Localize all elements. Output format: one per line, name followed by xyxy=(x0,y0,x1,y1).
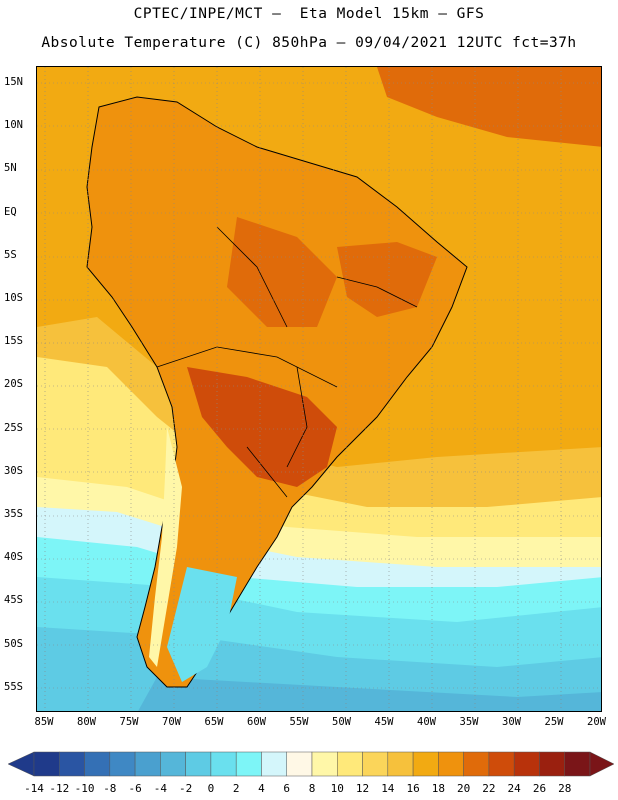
lat-label: 15N xyxy=(4,76,23,88)
colorbar-label: 14 xyxy=(381,782,395,795)
lon-label: 50W xyxy=(332,716,351,728)
lon-label: 35W xyxy=(459,716,479,728)
colorbar-swatch xyxy=(109,751,136,777)
lon-label: 30W xyxy=(502,716,521,728)
map-panel[interactable] xyxy=(36,66,602,712)
zone-minus2 xyxy=(138,677,601,711)
colorbar-arrow-right xyxy=(589,751,615,777)
colorbar-swatch xyxy=(337,751,363,777)
lon-label: 40W xyxy=(417,716,436,728)
lat-label: 40S xyxy=(4,551,23,564)
colorbar-swatch xyxy=(235,751,262,777)
colorbar-label: 12 xyxy=(355,782,370,795)
lon-label: 85W xyxy=(34,716,54,728)
lat-label: 10N xyxy=(4,119,23,132)
lat-label: 5S xyxy=(4,248,17,261)
lon-label: 25W xyxy=(544,716,564,728)
lon-label: 70W xyxy=(162,716,181,728)
lat-label: 20S xyxy=(4,378,23,391)
colorbar-label: 18 xyxy=(431,782,445,795)
lat-label: 55S xyxy=(4,680,23,693)
colorbar-swatch xyxy=(362,751,389,777)
lat-label: 45S xyxy=(4,594,23,607)
lat-label: 10S xyxy=(4,292,23,304)
colorbar-label: 8 xyxy=(308,782,316,795)
colorbar-label: -4 xyxy=(153,782,167,795)
colorbar-label: -10 xyxy=(74,782,95,795)
colorbar-swatch xyxy=(387,751,414,777)
colorbar-label: -14 xyxy=(24,782,44,795)
lon-label: 65W xyxy=(204,716,224,728)
colorbar-swatch xyxy=(33,751,60,777)
title-line-1: CPTEC/INPE/MCT – Eta Model 15km – GFS xyxy=(133,6,485,22)
colorbar-label: 10 xyxy=(330,782,344,795)
colorbar-label: -12 xyxy=(49,782,70,795)
lon-label: 45W xyxy=(374,716,394,728)
hot-core xyxy=(187,367,337,487)
lat-label: 15S xyxy=(4,335,23,348)
lon-label: 80W xyxy=(77,716,96,728)
colorbar-swatch xyxy=(59,751,85,777)
colorbar-swatch xyxy=(513,751,540,777)
hot-central xyxy=(227,217,337,327)
colorbar-swatch xyxy=(463,751,490,777)
title-line-2: Absolute Temperature (C) 850hPa – 09/04/… xyxy=(41,35,577,51)
colorbar-swatch xyxy=(84,751,111,777)
colorbar-swatch xyxy=(210,751,237,777)
lon-label: 60W xyxy=(247,716,266,728)
warm-band-north xyxy=(377,67,601,147)
lat-label: 50S xyxy=(4,637,23,650)
colorbar-label: 6 xyxy=(283,782,291,795)
colorbar-label: 16 xyxy=(406,782,420,795)
colorbar-label: -6 xyxy=(128,782,142,795)
colorbar-swatch xyxy=(539,751,565,777)
lat-label: EQ xyxy=(4,205,17,218)
colorbar-label: 20 xyxy=(457,782,471,795)
patagonia xyxy=(167,567,237,682)
colorbar-label: -8 xyxy=(103,782,117,795)
lon-label: 75W xyxy=(119,716,139,728)
colorbar-swatch xyxy=(261,751,287,777)
colorbar-label: 4 xyxy=(258,782,265,795)
colorbar-swatch xyxy=(412,751,439,777)
country-borders xyxy=(156,226,418,498)
colorbar-swatch xyxy=(134,751,161,777)
colorbar-label: 26 xyxy=(532,782,547,795)
colorbar-arrow-left xyxy=(7,751,35,777)
colorbar-swatch xyxy=(185,751,212,777)
colorbar-label: -2 xyxy=(179,782,193,795)
colorbar-swatch xyxy=(564,751,591,777)
colorbar-swatch xyxy=(438,751,464,777)
lon-label: 20W xyxy=(587,716,606,728)
colorbar-label: 2 xyxy=(232,782,240,795)
hot-north xyxy=(337,242,437,317)
lat-label: 35S xyxy=(4,508,23,520)
colorbar-label: 22 xyxy=(482,782,496,795)
colorbar-label: 28 xyxy=(558,782,572,795)
lat-label: 30S xyxy=(4,464,23,477)
colorbar-swatch xyxy=(160,751,186,777)
temperature-field-map xyxy=(37,67,601,711)
lon-label: 55W xyxy=(289,716,309,728)
colorbar-label: 24 xyxy=(507,782,521,795)
lat-label: 5N xyxy=(4,162,17,175)
colorbar-swatch xyxy=(311,751,338,777)
colorbar-swatch xyxy=(286,751,313,777)
colorbar xyxy=(7,751,615,777)
colorbar-swatch xyxy=(488,751,515,777)
colorbar-label: 0 xyxy=(207,782,215,795)
lat-label: 25S xyxy=(4,421,23,434)
